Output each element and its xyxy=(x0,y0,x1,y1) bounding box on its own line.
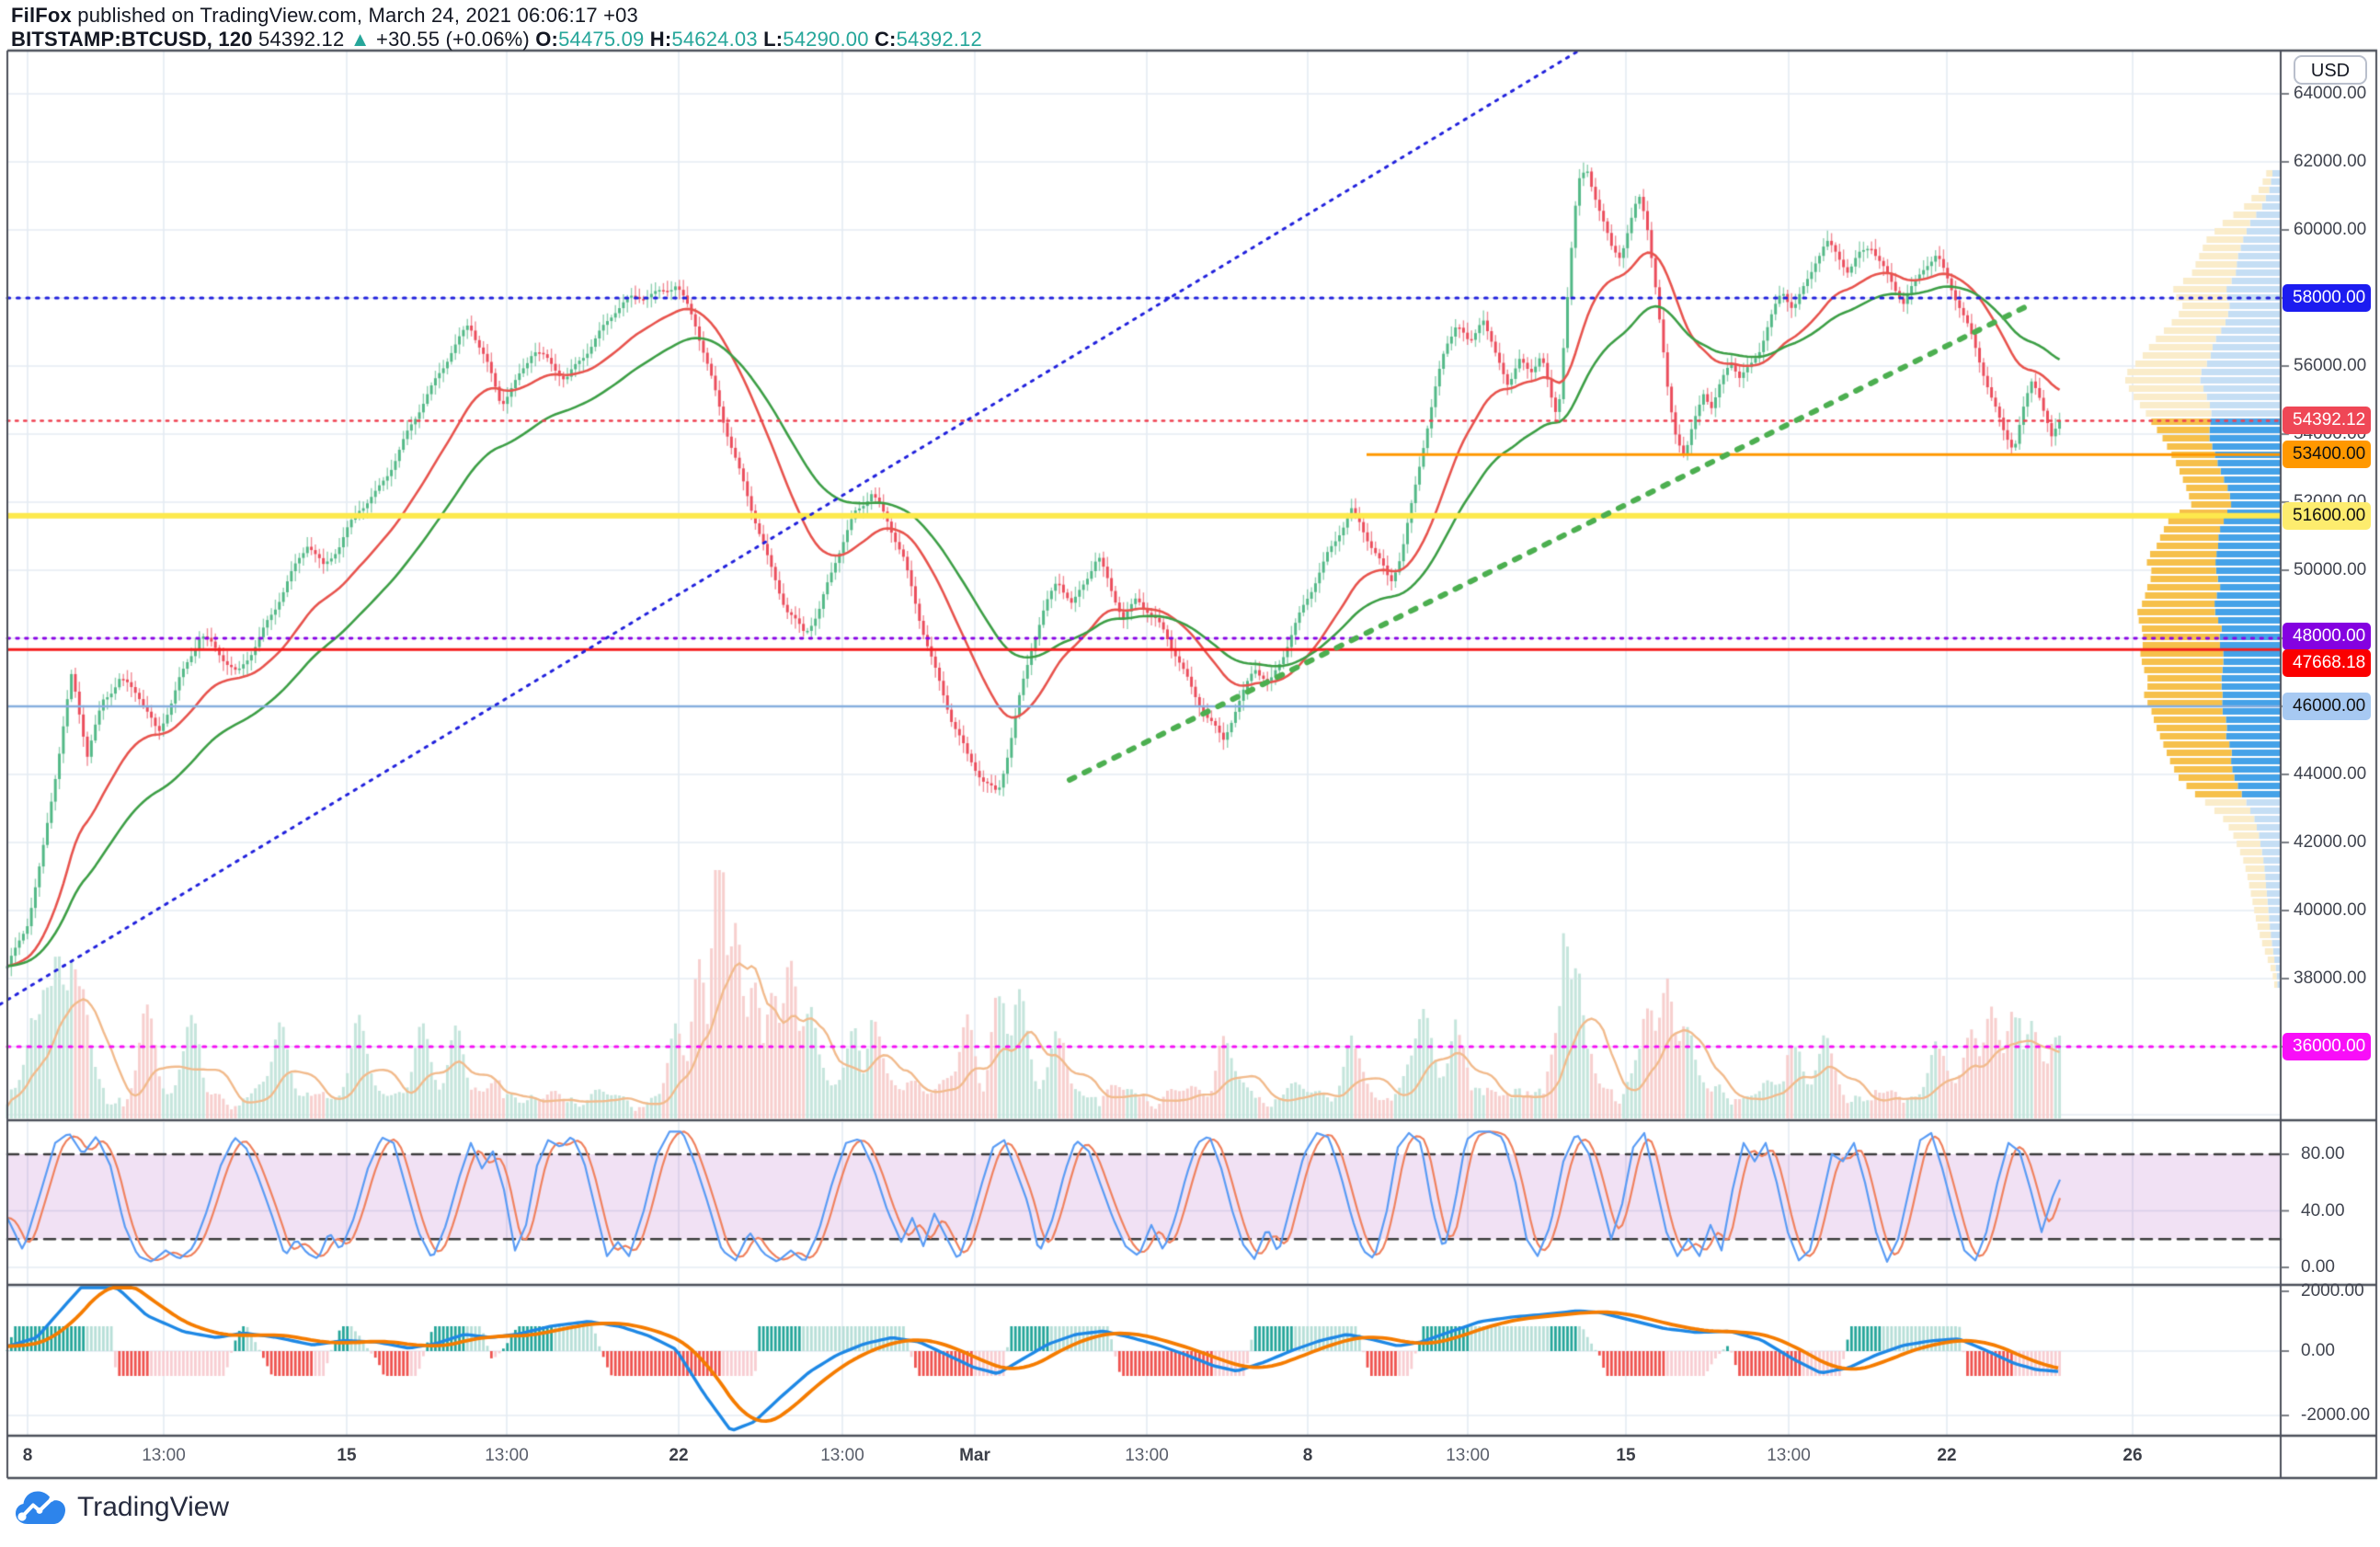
high-value: 54624.03 xyxy=(671,28,758,51)
price-level-badge[interactable]: 48000.00 xyxy=(2283,623,2371,650)
high-label: H: xyxy=(649,28,672,51)
symbol-interval[interactable]: BITSTAMP:BTCUSD, 120 xyxy=(11,28,253,51)
price-axis-tick: 60000.00 xyxy=(2294,220,2367,239)
price-level-badge[interactable]: 53400.00 xyxy=(2283,441,2371,469)
time-axis-label[interactable]: 13:00 xyxy=(142,1446,186,1465)
time-axis-label[interactable]: 13:00 xyxy=(1446,1446,1490,1465)
currency-toggle-button[interactable]: USD xyxy=(2294,55,2367,85)
stoch-axis-tick: 0.00 xyxy=(2301,1257,2335,1277)
macd-axis-tick: -2000.00 xyxy=(2301,1405,2371,1425)
time-axis-label[interactable]: 15 xyxy=(1616,1446,1636,1465)
price-axis-tick: 64000.00 xyxy=(2294,84,2367,103)
price-level-badge[interactable]: 54392.12 xyxy=(2283,407,2371,435)
price-level-badge[interactable]: 36000.00 xyxy=(2283,1033,2371,1060)
publisher-name: FilFox xyxy=(11,4,72,27)
time-axis-label[interactable]: 13:00 xyxy=(1767,1446,1811,1465)
time-axis-label[interactable]: 22 xyxy=(669,1446,689,1465)
time-axis-label[interactable]: 15 xyxy=(337,1446,357,1465)
low-value: 54290.00 xyxy=(783,28,869,51)
publish-header: FilFox published on TradingView.com, Mar… xyxy=(11,4,638,28)
price-axis-tick: 44000.00 xyxy=(2294,764,2367,784)
price-axis-tick: 38000.00 xyxy=(2294,968,2367,988)
time-axis-label[interactable]: 8 xyxy=(1302,1446,1313,1465)
price-level-badge[interactable]: 46000.00 xyxy=(2283,693,2371,720)
up-arrow-icon: ▲ xyxy=(349,28,371,51)
price-level-badge[interactable]: 51600.00 xyxy=(2283,501,2371,530)
publish-info: published on TradingView.com, March 24, … xyxy=(71,4,638,27)
price-level-badge[interactable]: 47668.18 xyxy=(2283,649,2371,678)
time-axis-label[interactable]: 22 xyxy=(1937,1446,1957,1465)
price-level-badge[interactable]: 58000.00 xyxy=(2283,284,2371,312)
tradingview-cloud-icon xyxy=(16,1491,65,1524)
macd-axis-tick: 2000.00 xyxy=(2301,1281,2364,1301)
last-price: 54392.12 xyxy=(258,28,345,51)
open-value: 54475.09 xyxy=(558,28,645,51)
symbol-header: BITSTAMP:BTCUSD, 120 54392.12 ▲ +30.55 (… xyxy=(11,28,982,52)
macd-axis-tick: 0.00 xyxy=(2301,1341,2335,1360)
price-axis-tick: 62000.00 xyxy=(2294,152,2367,171)
price-axis-tick: 42000.00 xyxy=(2294,832,2367,852)
price-change: +30.55 (+0.06%) xyxy=(376,28,530,51)
time-axis-label[interactable]: 13:00 xyxy=(1125,1446,1169,1465)
open-label: O: xyxy=(535,28,559,51)
time-axis-label[interactable]: 26 xyxy=(2123,1446,2143,1465)
price-axis-tick: 56000.00 xyxy=(2294,356,2367,375)
time-axis-label[interactable]: 13:00 xyxy=(485,1446,529,1465)
stoch-axis-tick: 40.00 xyxy=(2301,1200,2345,1220)
close-label: C: xyxy=(874,28,897,51)
low-label: L: xyxy=(763,28,784,51)
time-axis-label[interactable]: Mar xyxy=(959,1446,990,1465)
close-value: 54392.12 xyxy=(896,28,982,51)
price-axis-tick: 50000.00 xyxy=(2294,560,2367,579)
time-axis-label[interactable]: 13:00 xyxy=(820,1446,864,1465)
time-axis-label[interactable]: 8 xyxy=(22,1446,33,1465)
tradingview-logo-text: TradingView xyxy=(77,1492,230,1522)
stoch-axis-tick: 80.00 xyxy=(2301,1144,2345,1163)
tradingview-logo[interactable]: TradingView xyxy=(15,1490,229,1525)
price-axis-tick: 40000.00 xyxy=(2294,900,2367,920)
